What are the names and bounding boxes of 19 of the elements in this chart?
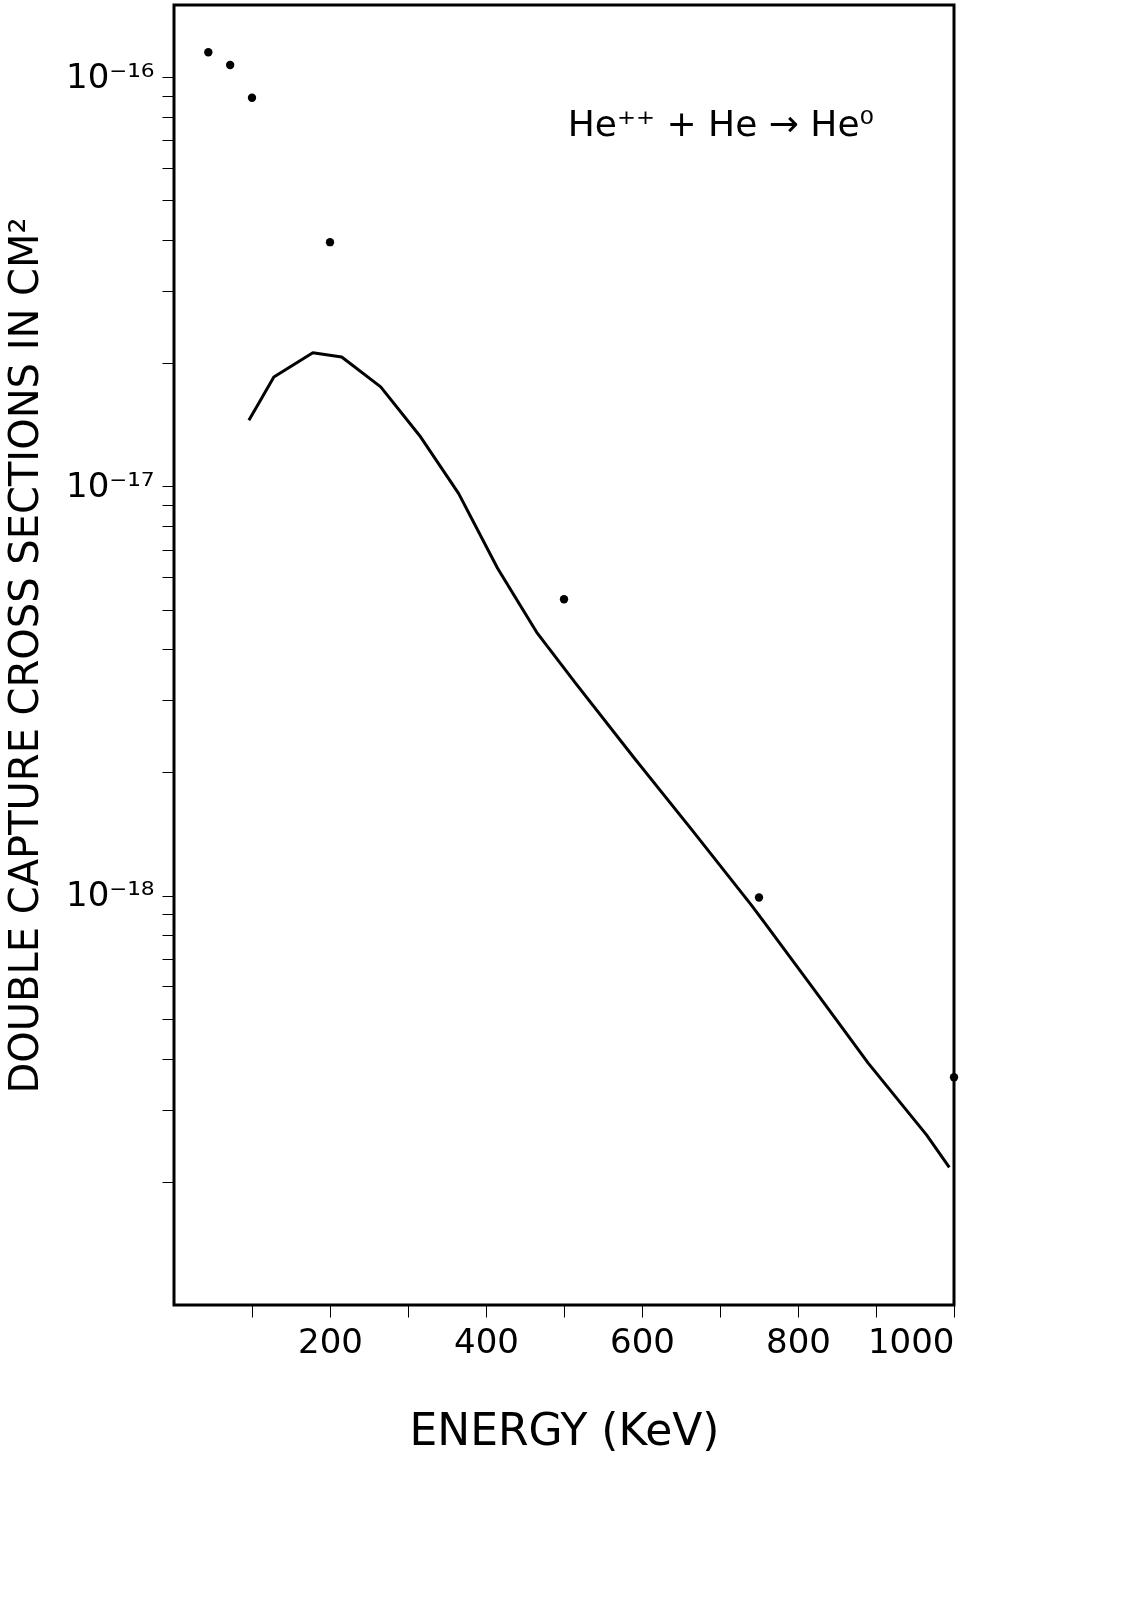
annotation: He⁺⁺ + He → He⁰ <box>567 103 874 144</box>
x-tick-label: 400 <box>454 1320 519 1361</box>
point <box>559 595 569 604</box>
point <box>225 60 235 70</box>
x-tick-label: 600 <box>610 1320 675 1361</box>
x-tick-label: 200 <box>298 1320 363 1361</box>
point <box>754 893 764 902</box>
y-tick-label: 10⁻¹⁶ <box>66 55 155 96</box>
y-axis-title: DOUBLE CAPTURE CROSS SECTIONS IN CM² <box>1 217 48 1094</box>
point <box>204 48 213 57</box>
y-tick-label: 10⁻¹⁷ <box>66 464 155 505</box>
point <box>247 93 257 102</box>
y-tick-label: 10⁻¹⁸ <box>66 874 155 915</box>
x-tick-label: 1000 <box>867 1320 955 1361</box>
point <box>949 1073 959 1082</box>
x-tick-label: 800 <box>766 1320 831 1361</box>
line-series <box>247 351 951 1169</box>
point <box>325 238 335 247</box>
x-axis-title: ENERGY (KeV) <box>409 1403 720 1455</box>
